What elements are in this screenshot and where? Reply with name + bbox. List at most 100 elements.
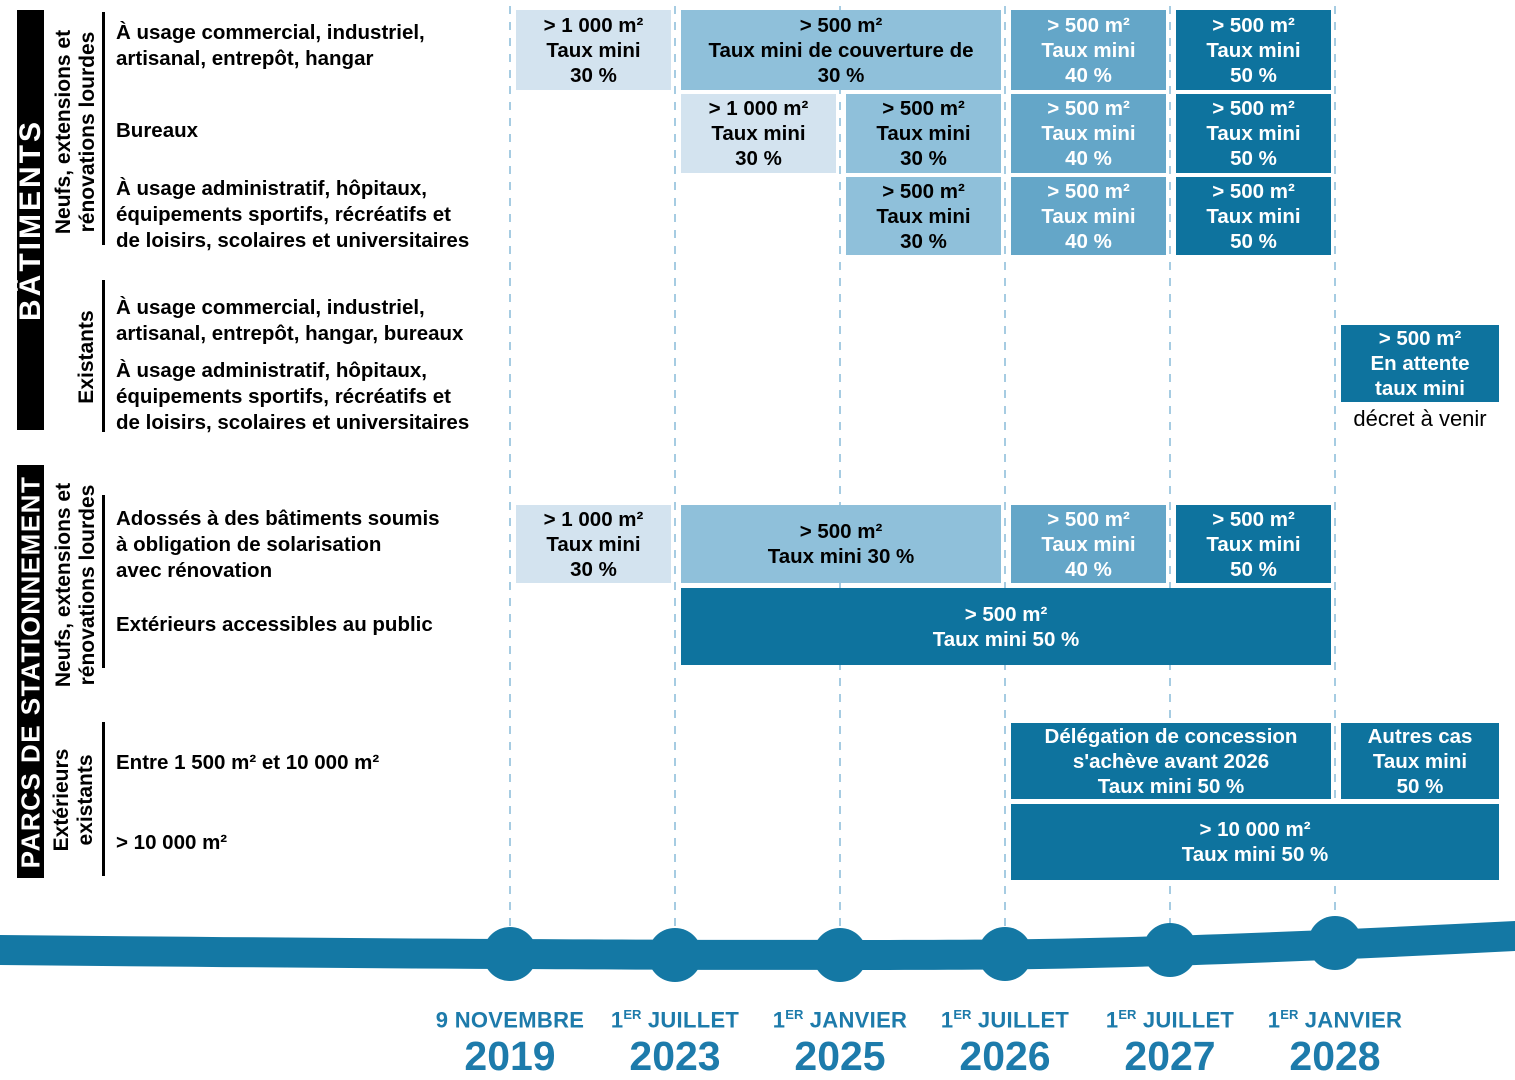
- rule-block-line: > 500 m²: [1212, 97, 1295, 120]
- rule-block-line: Taux mini 50 %: [932, 627, 1080, 651]
- rule-block-light: > 500 m² Taux mini 30 %: [846, 94, 1001, 173]
- rule-block-line: 40 %: [1065, 557, 1112, 581]
- rule-block-line: Taux mini: [1041, 122, 1136, 145]
- row-label-exterieurs-public: Extérieurs accessibles au public: [116, 612, 516, 638]
- rule-block-line: > 10 000 m²: [1199, 818, 1311, 841]
- rule-block-line: Taux mini 30 %: [767, 545, 915, 568]
- row-label-line: Bureaux: [116, 119, 199, 142]
- rule-block-line: > 500 m²: [1047, 179, 1130, 203]
- timeline-gridline: [509, 6, 511, 928]
- timeline-date-2023: 1ER JUILLET 2023: [565, 1007, 785, 1079]
- row-label-line: À usage administratif, hôpitaux,: [116, 177, 427, 200]
- timeline-node: [648, 928, 702, 982]
- row-label-line: Entre 1 500 m² et 10 000 m²: [116, 751, 380, 774]
- group-label-line: rénovations lourdes: [76, 484, 99, 686]
- date-day: 1ER JUILLET: [940, 1007, 1070, 1033]
- timeline-date-2026: 1ER JUILLET 2026: [895, 1007, 1115, 1079]
- rule-block-medium: > 500 m² Taux mini 40 %: [1011, 177, 1166, 255]
- date-year: 2023: [629, 1033, 721, 1080]
- rule-block-dark: Délégation de concession s'achève avant 2…: [1011, 723, 1331, 799]
- rule-block-line: 50 %: [1230, 229, 1277, 253]
- row-label-line: avec rénovation: [116, 559, 273, 582]
- timeline-date-2027: 1ER JUILLET 2027: [1060, 1007, 1280, 1079]
- rule-block-line: Taux mini: [1206, 38, 1301, 62]
- rule-block-line: > 500 m²: [964, 602, 1048, 626]
- timeline-node: [1143, 923, 1197, 977]
- date-day: 1ER JANVIER: [772, 1007, 908, 1033]
- rule-block-line: 30 %: [900, 229, 947, 253]
- rule-block-line: 30 %: [817, 63, 865, 87]
- group-rule: [102, 12, 105, 245]
- rule-block-line: > 1 000 m²: [543, 507, 644, 531]
- rule-block-line: Taux mini 50 %: [1097, 774, 1245, 798]
- row-label-administratif-neufs: À usage administratif, hôpitaux, équipem…: [116, 176, 516, 254]
- rule-block-light: > 500 m² Taux mini 30 %: [846, 177, 1001, 255]
- timeline-gridline: [1004, 6, 1006, 928]
- date-day: 9 NOVEMBRE: [435, 1007, 585, 1033]
- group-label-neufs-parcs: Neufs, extensions et rénovations lourdes: [52, 483, 100, 687]
- rule-block-pale: > 1 000 m² Taux mini 30 %: [516, 505, 671, 583]
- rule-block-line: 50 %: [1230, 557, 1277, 581]
- rule-block-line: Taux mini: [876, 122, 971, 145]
- rule-block-line: taux mini: [1375, 377, 1465, 400]
- section-bar-label: BÂTIMENTS: [13, 119, 47, 321]
- rule-block-line: Taux mini: [1372, 749, 1468, 773]
- rule-block-line: > 1 000 m²: [708, 97, 809, 120]
- date-year: 2028: [1289, 1033, 1381, 1080]
- rule-block-line: Taux mini: [1206, 532, 1301, 556]
- rule-block-line: 30 %: [570, 63, 617, 87]
- date-year: 2026: [959, 1033, 1051, 1080]
- timeline-gridline: [1169, 6, 1171, 928]
- group-label-line: Neufs, extensions et: [52, 482, 75, 688]
- group-rule: [102, 495, 105, 668]
- rule-block-line: > 500 m²: [1047, 97, 1130, 120]
- rule-block-line: 40 %: [1065, 63, 1112, 87]
- rule-block-dark: > 10 000 m² Taux mini 50 %: [1011, 804, 1499, 880]
- group-rule: [102, 722, 105, 876]
- rule-block-line: Taux mini: [876, 204, 971, 228]
- rule-block-line: 30 %: [900, 147, 947, 170]
- rule-block-line: > 500 m²: [882, 179, 965, 203]
- rule-block-line: Taux mini: [1206, 122, 1301, 145]
- date-year: 2025: [794, 1033, 886, 1080]
- rule-block-line: > 500 m²: [1212, 13, 1295, 37]
- timeline-node: [813, 928, 867, 982]
- rule-block-dark: > 500 m² Taux mini 50 %: [1176, 94, 1331, 173]
- rule-block-line: Taux mini: [1041, 38, 1136, 62]
- section-bar-label: PARCS DE STATIONNEMENT: [15, 475, 45, 868]
- rule-block-line: 40 %: [1065, 147, 1112, 170]
- timeline-gridline: [674, 6, 676, 928]
- group-label-line: Extérieurs: [50, 748, 73, 852]
- rule-block-pale: > 1 000 m² Taux mini 30 %: [681, 94, 836, 173]
- row-label-line: équipements sportifs, récréatifs et: [116, 385, 451, 408]
- rule-block-light: > 500 m² Taux mini de couverture de 30 %: [681, 10, 1001, 90]
- date-day: 1ER JUILLET: [610, 1007, 740, 1033]
- row-label-sup-10000: > 10 000 m²: [116, 830, 516, 856]
- row-label-commercial-neufs: À usage commercial, industriel, artisana…: [116, 20, 516, 72]
- section-bar-batiments: BÂTIMENTS: [14, 10, 47, 430]
- row-label-commercial-existants: À usage commercial, industriel, artisana…: [116, 295, 516, 347]
- row-label-line: > 10 000 m²: [116, 831, 228, 854]
- rule-block-line: 30 %: [570, 557, 617, 581]
- rule-block-line: 30 %: [735, 147, 782, 170]
- date-day: 1ER JANVIER: [1267, 1007, 1403, 1033]
- timeline-ribbon: [0, 916, 1515, 982]
- decret-note: décret à venir: [1353, 406, 1487, 431]
- rule-block-line: > 500 m²: [1212, 179, 1295, 203]
- rule-block-line: 50 %: [1396, 774, 1444, 798]
- timeline-node: [1308, 916, 1362, 970]
- rule-block-light: > 500 m² Taux mini 30 %: [681, 505, 1001, 583]
- rule-block-medium: > 500 m² Taux mini 40 %: [1011, 94, 1166, 173]
- group-rule: [102, 280, 105, 432]
- rule-block-line: Taux mini: [1041, 204, 1136, 228]
- rule-block-medium: > 500 m² Taux mini 40 %: [1011, 10, 1166, 90]
- section-bar-parcs: PARCS DE STATIONNEMENT: [15, 465, 45, 878]
- row-label-line: Adossés à des bâtiments soumis: [116, 507, 440, 530]
- row-label-line: à obligation de solarisation: [116, 533, 382, 556]
- rule-block-line: s'achève avant 2026: [1072, 749, 1270, 773]
- rule-block-dark: > 500 m² En attente taux mini: [1341, 325, 1499, 402]
- timeline-date-2028: 1ER JANVIER 2028: [1225, 1007, 1445, 1079]
- row-label-line: de loisirs, scolaires et universitaires: [116, 411, 470, 434]
- rule-block-line: Taux mini: [711, 122, 806, 145]
- rule-block-line: Taux mini: [1206, 204, 1301, 228]
